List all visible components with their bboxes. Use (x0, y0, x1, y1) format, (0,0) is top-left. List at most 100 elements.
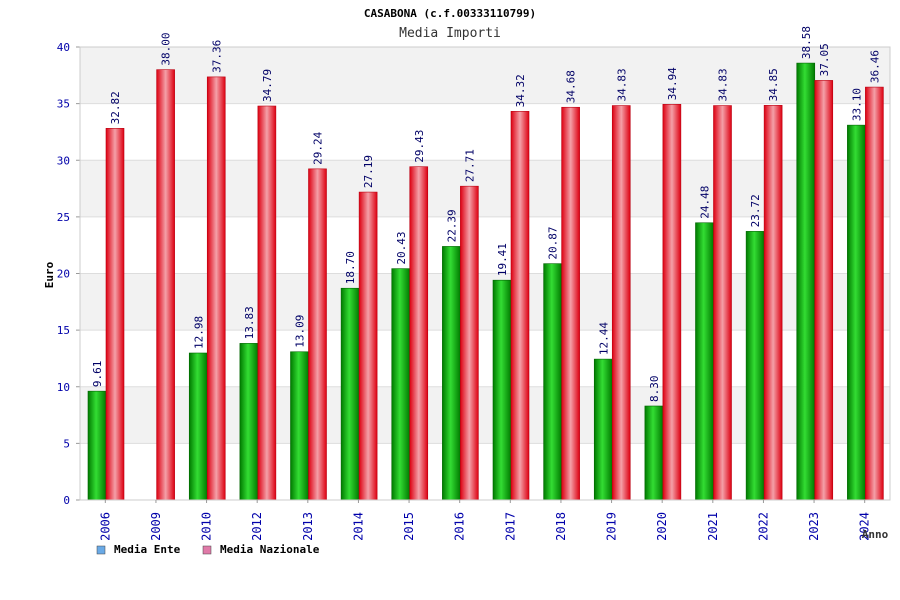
bar-media-ente (239, 343, 259, 501)
bar-media-nazionale (713, 105, 732, 501)
bar-media-nazionale (105, 128, 125, 501)
x-tick-label: 2019 (605, 512, 619, 541)
bar-media-nazionale (662, 104, 682, 501)
chart-subtitle: Media Importi (399, 26, 501, 41)
data-label: 9.61 (91, 361, 104, 388)
bar-media-nazionale (409, 166, 429, 501)
bar-media-nazionale (257, 105, 277, 501)
bar-media-nazionale (308, 168, 327, 501)
y-axis-label: Euro (43, 261, 56, 288)
data-label: 8.30 (648, 376, 661, 403)
data-label: 18.70 (344, 251, 357, 284)
labels: 2006 9.61 32.82 2009 38.00 2010 12.98 37.36 2012… (91, 26, 881, 541)
legend-swatch-media-ente (96, 545, 106, 555)
x-tick-label: 2022 (756, 512, 770, 541)
data-label: 19.41 (496, 243, 509, 276)
bar-media-nazionale (510, 111, 530, 501)
x-tick-label: 2018 (554, 512, 568, 541)
data-label: 34.83 (717, 68, 730, 101)
bar-media-ente (644, 405, 664, 501)
data-label: 29.24 (312, 131, 325, 164)
data-label: 20.43 (395, 232, 408, 265)
bar-media-ente (188, 352, 208, 501)
y-tick-label: 25 (57, 211, 70, 224)
data-label: 34.94 (666, 67, 679, 100)
bar-media-ente (593, 358, 613, 501)
data-label: 12.98 (192, 316, 205, 349)
bar-media-nazionale (358, 191, 378, 501)
x-tick-label: 2010 (200, 512, 214, 541)
axes: 0 5 10 15 20 25 30 35 40 (57, 41, 891, 507)
bar-media-ente (695, 222, 714, 501)
data-label: 37.36 (210, 40, 223, 73)
bar-media-nazionale (156, 69, 175, 501)
data-label: 23.72 (749, 194, 762, 227)
bar-media-ente (391, 268, 411, 501)
data-label: 34.83 (615, 68, 628, 101)
bar-media-nazionale (763, 105, 783, 501)
bars (87, 62, 884, 501)
y-tick-label: 35 (57, 98, 70, 111)
bar-media-nazionale (206, 76, 226, 501)
legend-label-media-nazionale: Media Nazionale (220, 543, 320, 556)
legend-swatch-media-nazionale (202, 545, 212, 555)
bar-media-ente (492, 279, 512, 501)
bar-media-ente (442, 246, 461, 501)
bar-media-ente (290, 351, 309, 501)
bar-media-nazionale (611, 105, 631, 501)
x-tick-label: 2023 (807, 512, 821, 541)
data-label: 36.46 (868, 50, 881, 83)
data-label: 38.58 (800, 26, 813, 59)
x-tick-label: 2021 (706, 512, 720, 541)
data-label: 29.43 (413, 130, 426, 163)
data-label: 32.82 (109, 91, 122, 124)
bar-media-nazionale (814, 80, 834, 501)
data-label: 13.09 (294, 315, 307, 348)
data-label: 34.85 (767, 68, 780, 101)
bar-media-ente (87, 390, 107, 501)
bar-media-ente (796, 62, 816, 501)
bar-media-ente (745, 231, 765, 501)
bar-media-ente (340, 287, 360, 501)
data-label: 38.00 (160, 33, 173, 66)
data-label: 13.83 (243, 306, 256, 339)
y-tick-label: 10 (57, 381, 70, 394)
bar-media-ente (847, 124, 866, 501)
bar-media-nazionale (460, 185, 479, 501)
x-axis-label: Anno (862, 528, 889, 541)
y-tick-label: 5 (63, 437, 70, 450)
x-tick-label: 2006 (98, 512, 112, 541)
x-tick-label: 2024 (858, 512, 872, 541)
legend: Media Ente Media Nazionale (96, 543, 320, 556)
x-tick-label: 2014 (351, 512, 365, 541)
y-tick-label: 20 (57, 268, 70, 281)
data-label: 37.05 (818, 43, 831, 76)
bar-media-nazionale (561, 106, 580, 501)
data-label: 34.79 (261, 69, 274, 102)
y-tick-label: 40 (57, 41, 70, 54)
data-label: 27.19 (362, 155, 375, 188)
y-tick-label: 0 (63, 494, 70, 507)
x-tick-label: 2015 (402, 512, 416, 541)
data-label: 24.48 (699, 186, 712, 219)
y-tick-label: 30 (57, 154, 70, 167)
legend-label-media-ente: Media Ente (114, 543, 181, 556)
y-tick-label: 15 (57, 324, 70, 337)
data-label: 33.10 (850, 88, 863, 121)
data-label: 12.44 (597, 322, 610, 355)
bar-media-nazionale (865, 86, 884, 501)
plot-frame (79, 46, 891, 501)
data-label: 34.68 (565, 70, 578, 103)
x-tick-label: 2012 (250, 512, 264, 541)
x-tick-label: 2009 (149, 512, 163, 541)
x-tick-label: 2013 (301, 512, 315, 541)
data-label: 20.87 (547, 227, 560, 260)
x-tick-label: 2016 (453, 512, 467, 541)
chart-title: CASABONA (c.f.00333110799) (364, 7, 536, 20)
x-tick-label: 2017 (503, 512, 517, 541)
data-label: 34.32 (514, 74, 527, 107)
bar-media-ente (543, 263, 562, 501)
data-label: 27.71 (463, 149, 476, 182)
x-tick-label: 2020 (655, 512, 669, 541)
